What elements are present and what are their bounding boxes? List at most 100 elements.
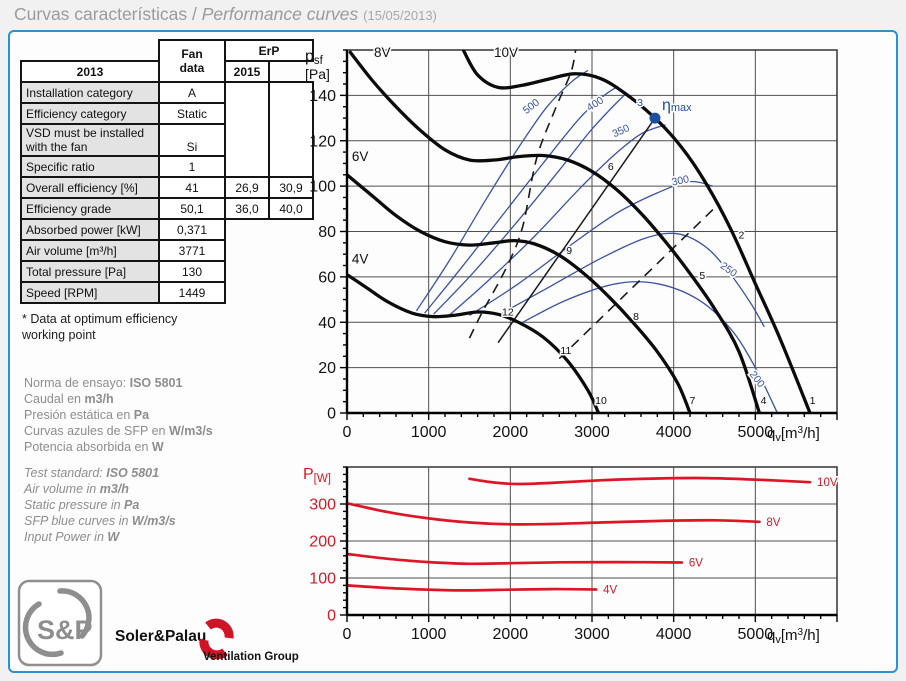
table-header-row2: 2013 2015 xyxy=(20,60,313,83)
x-tick-label: 0 xyxy=(343,626,352,643)
y-tick-label: 60 xyxy=(318,269,336,286)
table-row: Specific ratio 1 xyxy=(20,155,313,178)
fan-data-table: Fan data ErP 2013 2015 Installation cate… xyxy=(20,39,314,304)
title-en: Performance curves xyxy=(201,4,364,24)
series-label: 8V xyxy=(374,45,391,60)
series-8V xyxy=(348,50,762,414)
x-axis-unit: qv[m3/h] xyxy=(767,627,820,646)
info-line: Caudal en m3/h xyxy=(24,392,114,406)
y-axis-unit: P[W] xyxy=(303,466,331,485)
series-label: 10V xyxy=(817,477,838,489)
y-tick-label: 300 xyxy=(309,497,336,514)
eta-max-point xyxy=(649,112,661,124)
point-label-7: 7 xyxy=(690,395,696,407)
x-tick-label: 1000 xyxy=(411,626,447,643)
info-line: Input Power in W xyxy=(24,530,120,544)
col-header-2013: 2013 xyxy=(20,60,160,83)
y-axis-unit: psf xyxy=(305,48,324,67)
sfp-curve-350 xyxy=(448,124,666,316)
title-es: Curvas características / xyxy=(14,4,202,24)
table-row: Efficiency grade 50,1 36,0 40,0 xyxy=(20,197,314,220)
point-label-2: 2 xyxy=(739,229,745,241)
sfp-label: 500 xyxy=(521,96,542,116)
point-label-6: 6 xyxy=(608,161,614,173)
info-line: Static pressure in Pa xyxy=(24,498,140,512)
table-row: Efficiency category Static xyxy=(20,102,313,125)
series-label: 6V xyxy=(352,149,369,164)
sfp-curve-unlabeled xyxy=(424,85,619,314)
brand-name: Soler&Palau xyxy=(115,628,206,645)
point-label-11: 11 xyxy=(560,345,571,357)
y-tick-label: 100 xyxy=(309,571,336,588)
info-block-english: Test standard: ISO 5801 Air volume in m3… xyxy=(24,465,176,545)
y-tick-label: 200 xyxy=(309,534,336,551)
series-4V xyxy=(346,272,601,414)
point-label-5: 5 xyxy=(699,270,705,282)
info-line: Curvas azules de SFP en W/m3/s xyxy=(24,424,213,438)
eta-max-label: ηmax xyxy=(662,97,692,114)
point-label-12: 12 xyxy=(502,306,514,318)
sfp-curve-200 xyxy=(522,281,778,414)
power-curves-chart: 4V 6V 8V 10V 0 1000 2000 3000 4000 5000 0 100 200 300… xyxy=(303,466,839,646)
table-row: Overall efficiency [%] 41 26,9 30,9 xyxy=(20,176,314,199)
y-tick-label: 120 xyxy=(309,133,336,150)
series-10V xyxy=(462,49,812,414)
dashed-limit-line xyxy=(558,205,717,360)
info-line: Presión estática en Pa xyxy=(24,408,150,422)
datasheet-frame: Fan data ErP 2013 2015 Installation cate… xyxy=(8,30,898,673)
col-header-erp: ErP xyxy=(224,39,314,62)
y-tick-label: 100 xyxy=(309,179,336,196)
table-row: Speed [RPM] 1449 xyxy=(20,281,313,304)
series-label: 4V xyxy=(352,251,369,266)
y-tick-label: 40 xyxy=(318,315,336,332)
x-tick-label: 5000 xyxy=(738,424,774,441)
point-label-8: 8 xyxy=(633,311,639,323)
x-tick-label: 3000 xyxy=(574,424,610,441)
table-row: Air volume [m³/h] 3771 xyxy=(20,239,313,262)
table-row: Absorbed power [kW] 0,371 xyxy=(20,218,313,241)
x-tick-label: 5000 xyxy=(738,626,774,643)
info-line: Potencia absorbida en W xyxy=(24,440,164,454)
col-header-fan-data: Fan data xyxy=(158,39,226,83)
table-footnote: * Data at optimum efficiency working poi… xyxy=(22,312,178,342)
series-label: 6V xyxy=(689,557,703,569)
table-row: Installation category A xyxy=(20,81,314,178)
series-6V xyxy=(346,552,684,566)
series-6V xyxy=(346,173,692,414)
x-tick-label: 1000 xyxy=(411,424,447,441)
series-4V xyxy=(346,584,598,592)
col-header-2015: 2015 xyxy=(224,60,270,83)
info-line: SFP blue curves in W/m3/s xyxy=(24,514,176,528)
info-line: Air volume in m3/h xyxy=(24,482,129,496)
table-header-row: Fan data ErP xyxy=(21,39,314,83)
table-row: VSD must be installed with the fan Si xyxy=(20,123,313,157)
sfp-curve-500 xyxy=(415,69,589,312)
point-label-10: 10 xyxy=(595,395,607,407)
y-tick-label: 140 xyxy=(309,88,336,105)
x-tick-label: 2000 xyxy=(493,626,529,643)
point-label-9: 9 xyxy=(566,245,572,257)
point-label-4: 4 xyxy=(761,395,767,407)
sfp-label: 300 xyxy=(671,173,691,188)
info-block-spanish: Norma de ensayo: ISO 5801 Caudal en m3/h… xyxy=(24,375,213,455)
y-tick-label: 20 xyxy=(318,360,336,377)
optimum-line xyxy=(497,117,656,344)
table-row: Total pressure [Pa] 130 xyxy=(20,260,313,283)
sp-monogram: S&P xyxy=(37,615,93,645)
page-title: Curvas características / Performance cur… xyxy=(14,4,437,25)
point-label-1: 1 xyxy=(810,395,816,407)
info-line: Norma de ensayo: ISO 5801 xyxy=(24,376,183,390)
series-label: 4V xyxy=(603,584,617,596)
x-tick-label: 4000 xyxy=(656,626,692,643)
brand-lockup: Soler&Palau Ventilation Group xyxy=(115,618,299,663)
brand-group: Ventilation Group xyxy=(203,651,299,663)
x-tick-label: 4000 xyxy=(656,424,692,441)
y-tick-label: 80 xyxy=(318,224,336,241)
brand-swirl-icon xyxy=(205,618,234,639)
sfp-label: 350 xyxy=(611,122,632,140)
series-label: 8V xyxy=(766,517,780,529)
series-label: 10V xyxy=(494,45,518,60)
x-tick-label: 0 xyxy=(343,424,352,441)
